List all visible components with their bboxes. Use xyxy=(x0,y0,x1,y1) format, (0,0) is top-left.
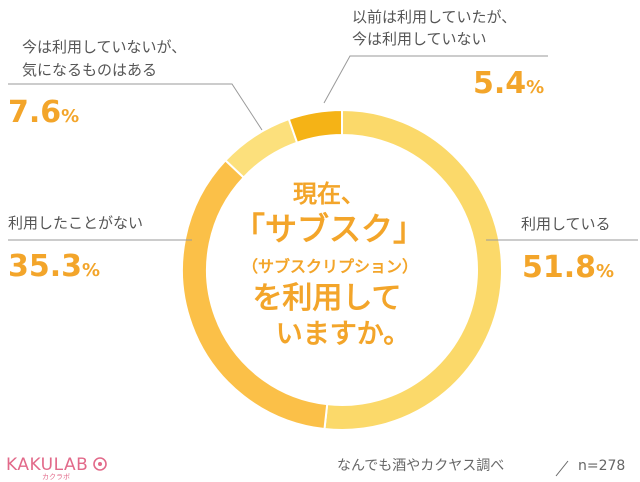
slice-value-never: 35.3% xyxy=(8,249,100,284)
leader-lines xyxy=(8,55,638,241)
slice-former xyxy=(287,108,343,144)
footer-divider xyxy=(555,460,569,477)
slice-label-never: 利用したことがない xyxy=(8,214,143,232)
label-never: 利用したことがない 35.3% xyxy=(8,214,143,284)
footer-sample-size: n=278 xyxy=(578,458,625,474)
donut-slices xyxy=(181,108,503,431)
footer: なんでも酒やカクヤス調べ n=278 xyxy=(337,458,625,477)
leader-line-interested xyxy=(8,83,263,131)
logo-text: KAKULAB xyxy=(6,455,88,475)
leader-line-former xyxy=(323,55,548,104)
center-line-3: （サブスクリプション） xyxy=(242,257,418,276)
slice-label-former-1: 以前は利用していたが、 xyxy=(352,8,516,26)
slice-value-interested: 7.6% xyxy=(8,95,79,130)
label-interested: 今は利用していないが、 気になるものはある 7.6% xyxy=(8,38,186,130)
slice-value-former: 5.4% xyxy=(473,66,544,101)
center-line-2: 「サブスク」 xyxy=(233,210,425,248)
center-question: 現在、 「サブスク」 （サブスクリプション） を利用して いますか。 xyxy=(233,180,425,350)
center-line-1: 現在、 xyxy=(293,180,365,208)
kakulabo-logo: KAKULAB カクラボ xyxy=(6,455,107,481)
slice-label-former-2: 今は利用していない xyxy=(352,30,487,48)
logo-sub-text: カクラボ xyxy=(42,473,70,481)
slice-interested xyxy=(224,117,299,179)
label-using: 利用している 51.8% xyxy=(521,215,614,285)
logo-flower-icon xyxy=(93,457,107,471)
slice-label-interested-1: 今は利用していないが、 xyxy=(22,38,186,56)
slice-value-using: 51.8% xyxy=(522,250,614,285)
slice-label-using: 利用している xyxy=(521,215,611,233)
footer-source: なんでも酒やカクヤス調べ xyxy=(337,458,504,474)
label-former: 以前は利用していたが、 今は利用していない 5.4% xyxy=(352,8,544,101)
center-line-4: を利用して xyxy=(252,281,401,316)
slice-label-interested-2: 気になるものはある xyxy=(22,61,157,79)
center-line-5: いますか。 xyxy=(276,319,410,350)
logo-flower-center xyxy=(98,462,102,466)
